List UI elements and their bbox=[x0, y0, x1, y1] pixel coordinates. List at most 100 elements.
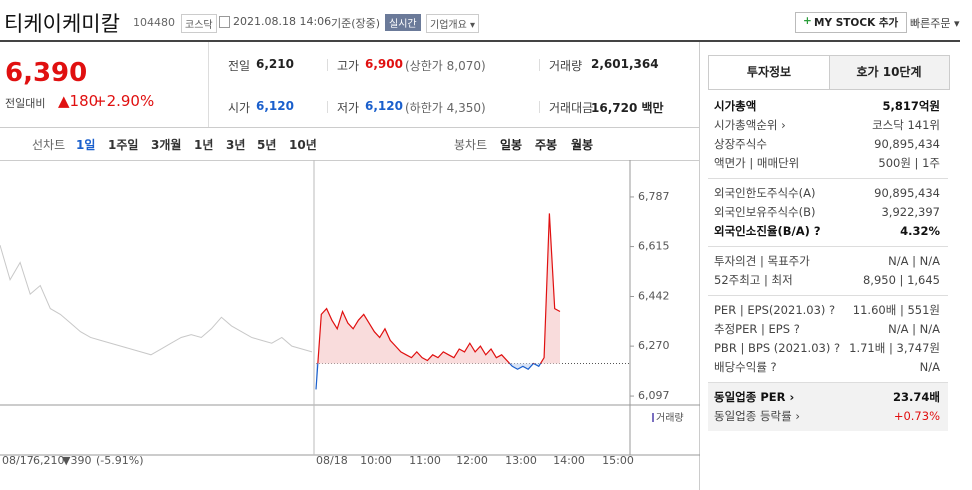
invest-label: 외국인소진율(B/A) ? bbox=[714, 223, 821, 238]
invest-label: 추정PER | EPS ? bbox=[714, 321, 800, 336]
x-tick-label: 10:00 bbox=[360, 454, 392, 467]
x-label: 08/18 bbox=[316, 454, 348, 467]
invest-row: 추정PER | EPS ? N/A | N/A bbox=[714, 319, 940, 338]
market-badge: 코스닥 bbox=[181, 14, 217, 33]
period-tab[interactable]: 1주일 bbox=[108, 138, 139, 152]
company-info-button[interactable]: 기업개요 ▾ bbox=[426, 14, 479, 33]
x-tick-label: 13:00 bbox=[505, 454, 537, 467]
invest-label: 상장주식수 bbox=[714, 136, 767, 151]
summary-value: 6,120 bbox=[365, 99, 403, 113]
invest-value: 4.32% bbox=[900, 223, 940, 238]
invest-label: 외국인보유주식수(B) bbox=[714, 204, 816, 219]
invest-value: 3,922,397 bbox=[881, 204, 940, 219]
invest-row: 외국인한도주식수(A) 90,895,434 bbox=[714, 183, 940, 202]
divider bbox=[0, 160, 700, 161]
invest-value: 8,950 | 1,645 bbox=[862, 272, 940, 287]
quick-order[interactable]: 빠른주문 ▾ bbox=[910, 17, 960, 30]
candle-tab[interactable]: 주봉 bbox=[535, 138, 558, 152]
y-tick-label: 6,787 bbox=[638, 190, 670, 203]
period-tab[interactable]: 5년 bbox=[257, 138, 277, 152]
divider bbox=[208, 42, 209, 128]
invest-value: 코스닥 141위 bbox=[872, 117, 940, 132]
price-line bbox=[315, 363, 542, 390]
invest-row: 상장주식수 90,895,434 bbox=[714, 134, 940, 153]
period-tab[interactable]: 1년 bbox=[194, 138, 214, 152]
summary-value: 6,210 bbox=[256, 57, 294, 71]
summary-label: 시가 bbox=[228, 101, 251, 115]
invest-value: 90,895,434 bbox=[874, 136, 940, 151]
invest-row: 액면가 | 매매단위 500원 | 1주 bbox=[714, 153, 940, 172]
divider bbox=[0, 127, 700, 128]
datetime: 2021.08.18 14:06 bbox=[233, 15, 332, 28]
summary-label: 전일 bbox=[228, 59, 251, 73]
invest-value: 5,817억원 bbox=[882, 98, 940, 113]
invest-row: 시가총액 5,817억원 bbox=[714, 96, 940, 115]
invest-section: PER | EPS(2021.03) ? 11.60배 | 551원 추정PER |… bbox=[708, 296, 948, 383]
divider bbox=[327, 59, 328, 71]
invest-tabs: 투자정보 호가 10단계 bbox=[708, 55, 950, 90]
volume-legend: 거래량 bbox=[656, 412, 684, 424]
invest-value: N/A | N/A bbox=[888, 321, 940, 336]
prev-close: 6,210 bbox=[33, 454, 65, 467]
x-tick-label: 11:00 bbox=[409, 454, 441, 467]
x-tick-label: 14:00 bbox=[553, 454, 585, 467]
summary-value: 2,601,364 bbox=[591, 57, 659, 71]
invest-label: 52주최고 | 최저 bbox=[714, 272, 793, 287]
prev-rate: (-5.91%) bbox=[96, 454, 144, 467]
invest-value: +0.73% bbox=[893, 408, 940, 423]
summary-label: 거래량 bbox=[549, 59, 583, 73]
period-tab[interactable]: 3년 bbox=[226, 138, 246, 152]
invest-value: 11.60배 | 551원 bbox=[852, 302, 940, 317]
invest-value: N/A bbox=[919, 359, 940, 374]
invest-value: 1.71배 | 3,747원 bbox=[849, 340, 940, 355]
invest-row: 동일업종 등락률 › +0.73% bbox=[714, 406, 940, 425]
invest-section: 투자의견 | 목표주가 N/A | N/A 52주최고 | 최저 8,950 | 1,… bbox=[708, 247, 948, 296]
prev-change: ▼390 bbox=[62, 454, 91, 467]
y-tick-label: 6,615 bbox=[638, 240, 670, 253]
y-tick-label: 6,270 bbox=[638, 339, 670, 352]
period-tab[interactable]: 3개월 bbox=[151, 138, 182, 152]
summary-label: 저가 bbox=[337, 101, 360, 115]
summary-value: 6,120 bbox=[256, 99, 294, 113]
divider bbox=[539, 59, 540, 71]
invest-value: 500원 | 1주 bbox=[878, 155, 940, 170]
candle-tab[interactable]: 일봉 bbox=[500, 138, 523, 152]
invest-label: PBR | BPS (2021.03) ? bbox=[714, 340, 841, 355]
invest-value: 90,895,434 bbox=[874, 185, 940, 200]
period-tab[interactable]: 1일 bbox=[76, 138, 96, 152]
invest-row: 배당수익률 ? N/A bbox=[714, 357, 940, 376]
x-label: 08/17 bbox=[2, 454, 34, 467]
invest-label: 외국인한도주식수(A) bbox=[714, 185, 816, 200]
mystock-button[interactable]: + MY STOCK 추가 bbox=[795, 12, 908, 33]
divider bbox=[327, 101, 328, 113]
y-tick-label: 6,442 bbox=[638, 289, 670, 302]
calendar-icon bbox=[219, 16, 230, 28]
realtime-button[interactable]: 실시간 bbox=[385, 14, 421, 31]
period-tab[interactable]: 10년 bbox=[289, 138, 317, 152]
invest-value: 23.74배 bbox=[893, 389, 940, 404]
invest-label: 배당수익률 ? bbox=[714, 359, 777, 374]
invest-label: 시가총액 bbox=[714, 98, 757, 113]
current-price: 6,390 bbox=[5, 58, 88, 88]
invest-tab[interactable]: 투자정보 bbox=[709, 56, 830, 89]
price-line bbox=[317, 213, 561, 364]
price-chart: 6,787 6,615 6,442 6,270 6,097 거래량 08/17 6,210▼3… bbox=[0, 160, 700, 467]
stock-name: 티케이케미칼 bbox=[4, 12, 120, 36]
tab-label: 선차트 bbox=[32, 138, 66, 152]
invest-label: 투자의견 | 목표주가 bbox=[714, 253, 810, 268]
x-tick-label: 12:00 bbox=[456, 454, 488, 467]
invest-section: 외국인한도주식수(A) 90,895,434 외국인보유주식수(B) 3,922,39… bbox=[708, 179, 948, 247]
summary-note: (상한가 8,070) bbox=[405, 59, 486, 73]
invest-tab[interactable]: 호가 10단계 bbox=[856, 65, 922, 79]
invest-row: 52주최고 | 최저 8,950 | 1,645 bbox=[714, 270, 940, 289]
invest-label: 시가총액순위 › bbox=[714, 117, 786, 132]
stock-code: 104480 bbox=[133, 16, 175, 29]
plus-icon: + bbox=[803, 15, 812, 27]
candle-tab[interactable]: 월봉 bbox=[571, 138, 594, 152]
legend-swatch bbox=[652, 413, 654, 422]
mystock-text: MY STOCK 추가 bbox=[814, 17, 899, 29]
change-value: ▲180 bbox=[58, 92, 99, 110]
tab-label: 봉차트 bbox=[454, 138, 488, 152]
